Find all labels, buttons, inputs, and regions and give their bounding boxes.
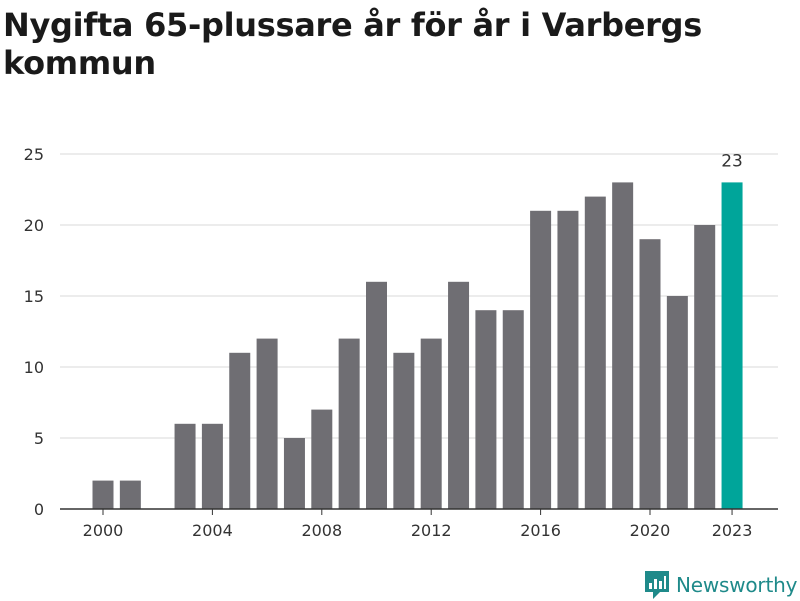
bar (502, 310, 524, 509)
newsworthy-icon (645, 571, 669, 599)
x-tick-label: 2020 (630, 521, 671, 540)
data-label: 23 (721, 151, 743, 171)
y-tick-label: 0 (34, 500, 44, 519)
bar (557, 210, 579, 510)
bar (311, 409, 333, 509)
bar (475, 310, 497, 509)
bar (530, 210, 552, 510)
bar (174, 423, 196, 509)
x-tick-label: 2023 (712, 521, 753, 540)
x-tick-label: 2016 (520, 521, 561, 540)
y-tick-label: 15 (24, 287, 44, 306)
bar (283, 438, 305, 509)
bar (393, 352, 415, 509)
bar (201, 423, 223, 509)
bar (584, 196, 606, 509)
axes (60, 508, 778, 515)
bar (448, 281, 470, 509)
bar (639, 239, 661, 509)
bar (721, 182, 743, 509)
bar (92, 480, 114, 509)
bars (92, 182, 743, 510)
bar (366, 281, 387, 509)
x-tick-label: 2000 (83, 521, 124, 540)
y-tick-label: 10 (24, 358, 44, 377)
bar (612, 182, 634, 509)
bar (256, 338, 278, 509)
labels: 0 5 10 15 20 25 2000 2004 2008 2012 2016 2020 2023 23 (24, 145, 753, 540)
y-tick-label: 25 (24, 145, 44, 164)
bar (229, 352, 251, 509)
bar (694, 225, 716, 509)
bar (119, 480, 141, 509)
bar (420, 338, 442, 509)
x-tick-label: 2012 (411, 521, 452, 540)
x-tick-label: 2004 (192, 521, 233, 540)
bar (666, 296, 688, 509)
x-tick-label: 2008 (301, 521, 342, 540)
bar (338, 338, 360, 509)
chart-title: Nygifta 65-plussare år för år i Varbergs… (3, 6, 702, 82)
y-tick-label: 20 (24, 216, 44, 235)
brand-name: Newsworthy (676, 573, 798, 597)
y-tick-label: 5 (34, 429, 44, 448)
newsworthy-logo[interactable]: Newsworthy (644, 569, 797, 601)
